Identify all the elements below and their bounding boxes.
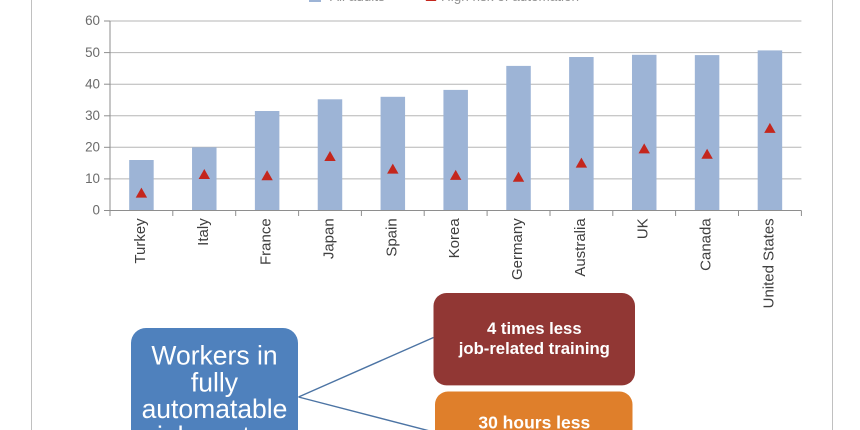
svg-text:30: 30 [85, 108, 100, 123]
svg-text:UK: UK [635, 218, 652, 239]
svg-text:Germany: Germany [509, 218, 526, 280]
svg-text:40: 40 [85, 76, 100, 91]
svg-text:20: 20 [85, 140, 100, 155]
svg-text:France: France [258, 218, 275, 265]
svg-text:30 hours less: 30 hours less [478, 413, 590, 430]
svg-text:jobs get...: jobs get... [156, 421, 272, 430]
svg-text:Turkey: Turkey [132, 218, 149, 264]
svg-text:All adults: All adults [330, 0, 385, 4]
svg-text:job-related training: job-related training [458, 339, 610, 358]
svg-text:Workers in: Workers in [151, 341, 277, 371]
svg-text:Italy: Italy [195, 218, 212, 246]
svg-text:Canada: Canada [698, 218, 715, 271]
svg-text:10: 10 [85, 171, 100, 186]
svg-text:Japan: Japan [321, 218, 338, 259]
svg-text:0: 0 [93, 203, 100, 218]
svg-text:Spain: Spain [383, 218, 400, 256]
svg-text:Australia: Australia [572, 218, 589, 277]
svg-text:Korea: Korea [446, 218, 463, 259]
svg-text:4 times less: 4 times less [487, 319, 582, 338]
svg-text:60: 60 [85, 13, 100, 28]
svg-text:United States: United States [760, 218, 777, 308]
svg-text:fully: fully [191, 367, 239, 397]
svg-text:50: 50 [85, 45, 100, 60]
svg-text:automatable: automatable [142, 394, 288, 424]
svg-text:High risk of automation: High risk of automation [441, 0, 579, 4]
